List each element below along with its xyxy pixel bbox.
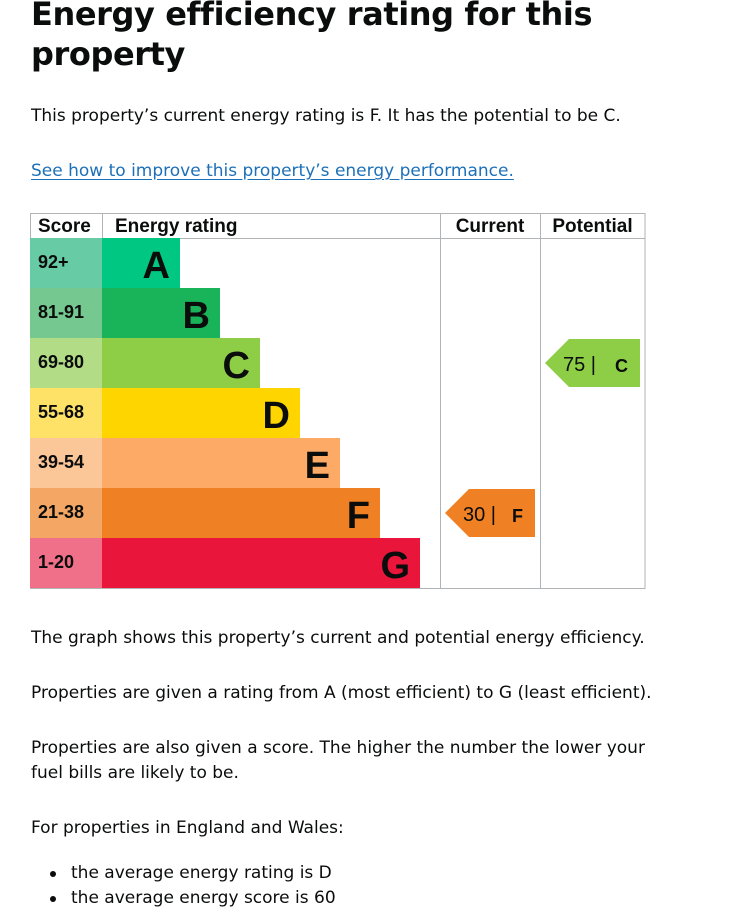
score-label-a: 92+ — [38, 252, 69, 272]
current-rating-arrow — [445, 489, 535, 537]
score-cell-a — [30, 238, 102, 288]
energy-rating-header: Energy rating — [115, 216, 237, 237]
band-letter-e: E — [305, 445, 330, 487]
list-item-average-rating: the average energy rating is D — [31, 861, 336, 886]
current-rating-letter: F — [512, 506, 523, 526]
band-letter-c: C — [223, 345, 250, 387]
score-label-c: 69-80 — [38, 352, 84, 372]
score-label-f: 21-38 — [38, 502, 84, 522]
band-bar-g — [102, 538, 420, 588]
rating-description: Properties are given a rating from A (mo… — [31, 683, 652, 703]
band-bar-b — [102, 288, 220, 338]
score-label-e: 39-54 — [38, 452, 84, 472]
current-header: Current — [456, 216, 525, 237]
improve-energy-link[interactable]: See how to improve this property’s energ… — [31, 161, 514, 181]
potential-rating-letter: C — [615, 356, 628, 376]
score-label-b: 81-91 — [38, 302, 84, 322]
band-letter-d: D — [263, 395, 290, 437]
score-cell-c — [30, 338, 102, 388]
list-item-average-score: the average energy score is 60 — [31, 886, 336, 911]
score-cell-b — [30, 288, 102, 338]
score-cell-g — [30, 538, 102, 588]
score-label-d: 55-68 — [38, 402, 84, 422]
intro-text: This property’s current energy rating is… — [31, 106, 621, 126]
band-letter-f: F — [347, 495, 370, 537]
band-letter-a: A — [143, 245, 170, 287]
potential-rating-score: 75 | — [563, 354, 596, 376]
score-header: Score — [38, 216, 91, 237]
score-cell-d — [30, 388, 102, 438]
band-bar-d — [102, 388, 300, 438]
page-title: Energy efficiency rating for this proper… — [31, 0, 593, 73]
band-bar-f — [102, 488, 380, 538]
band-bar-a — [102, 238, 180, 288]
current-rating-score: 30 | — [463, 504, 496, 526]
band-bar-c — [102, 338, 260, 388]
band-letter-b: B — [183, 295, 210, 337]
graph-description: The graph shows this property’s current … — [31, 628, 645, 648]
england-wales-intro: For properties in England and Wales: — [31, 818, 344, 838]
band-bar-e — [102, 438, 340, 488]
score-label-g: 1-20 — [38, 552, 74, 572]
score-cell-e — [30, 438, 102, 488]
potential-header: Potential — [552, 216, 632, 237]
averages-list: the average energy rating is D the avera… — [31, 861, 336, 911]
energy-rating-chart: Score Energy rating Current Potential 92+ A 81… — [30, 213, 646, 589]
band-letter-g: G — [380, 545, 410, 587]
score-cell-f — [30, 488, 102, 538]
score-description: Properties are also given a score. The h… — [31, 738, 645, 783]
potential-rating-arrow — [545, 339, 640, 387]
